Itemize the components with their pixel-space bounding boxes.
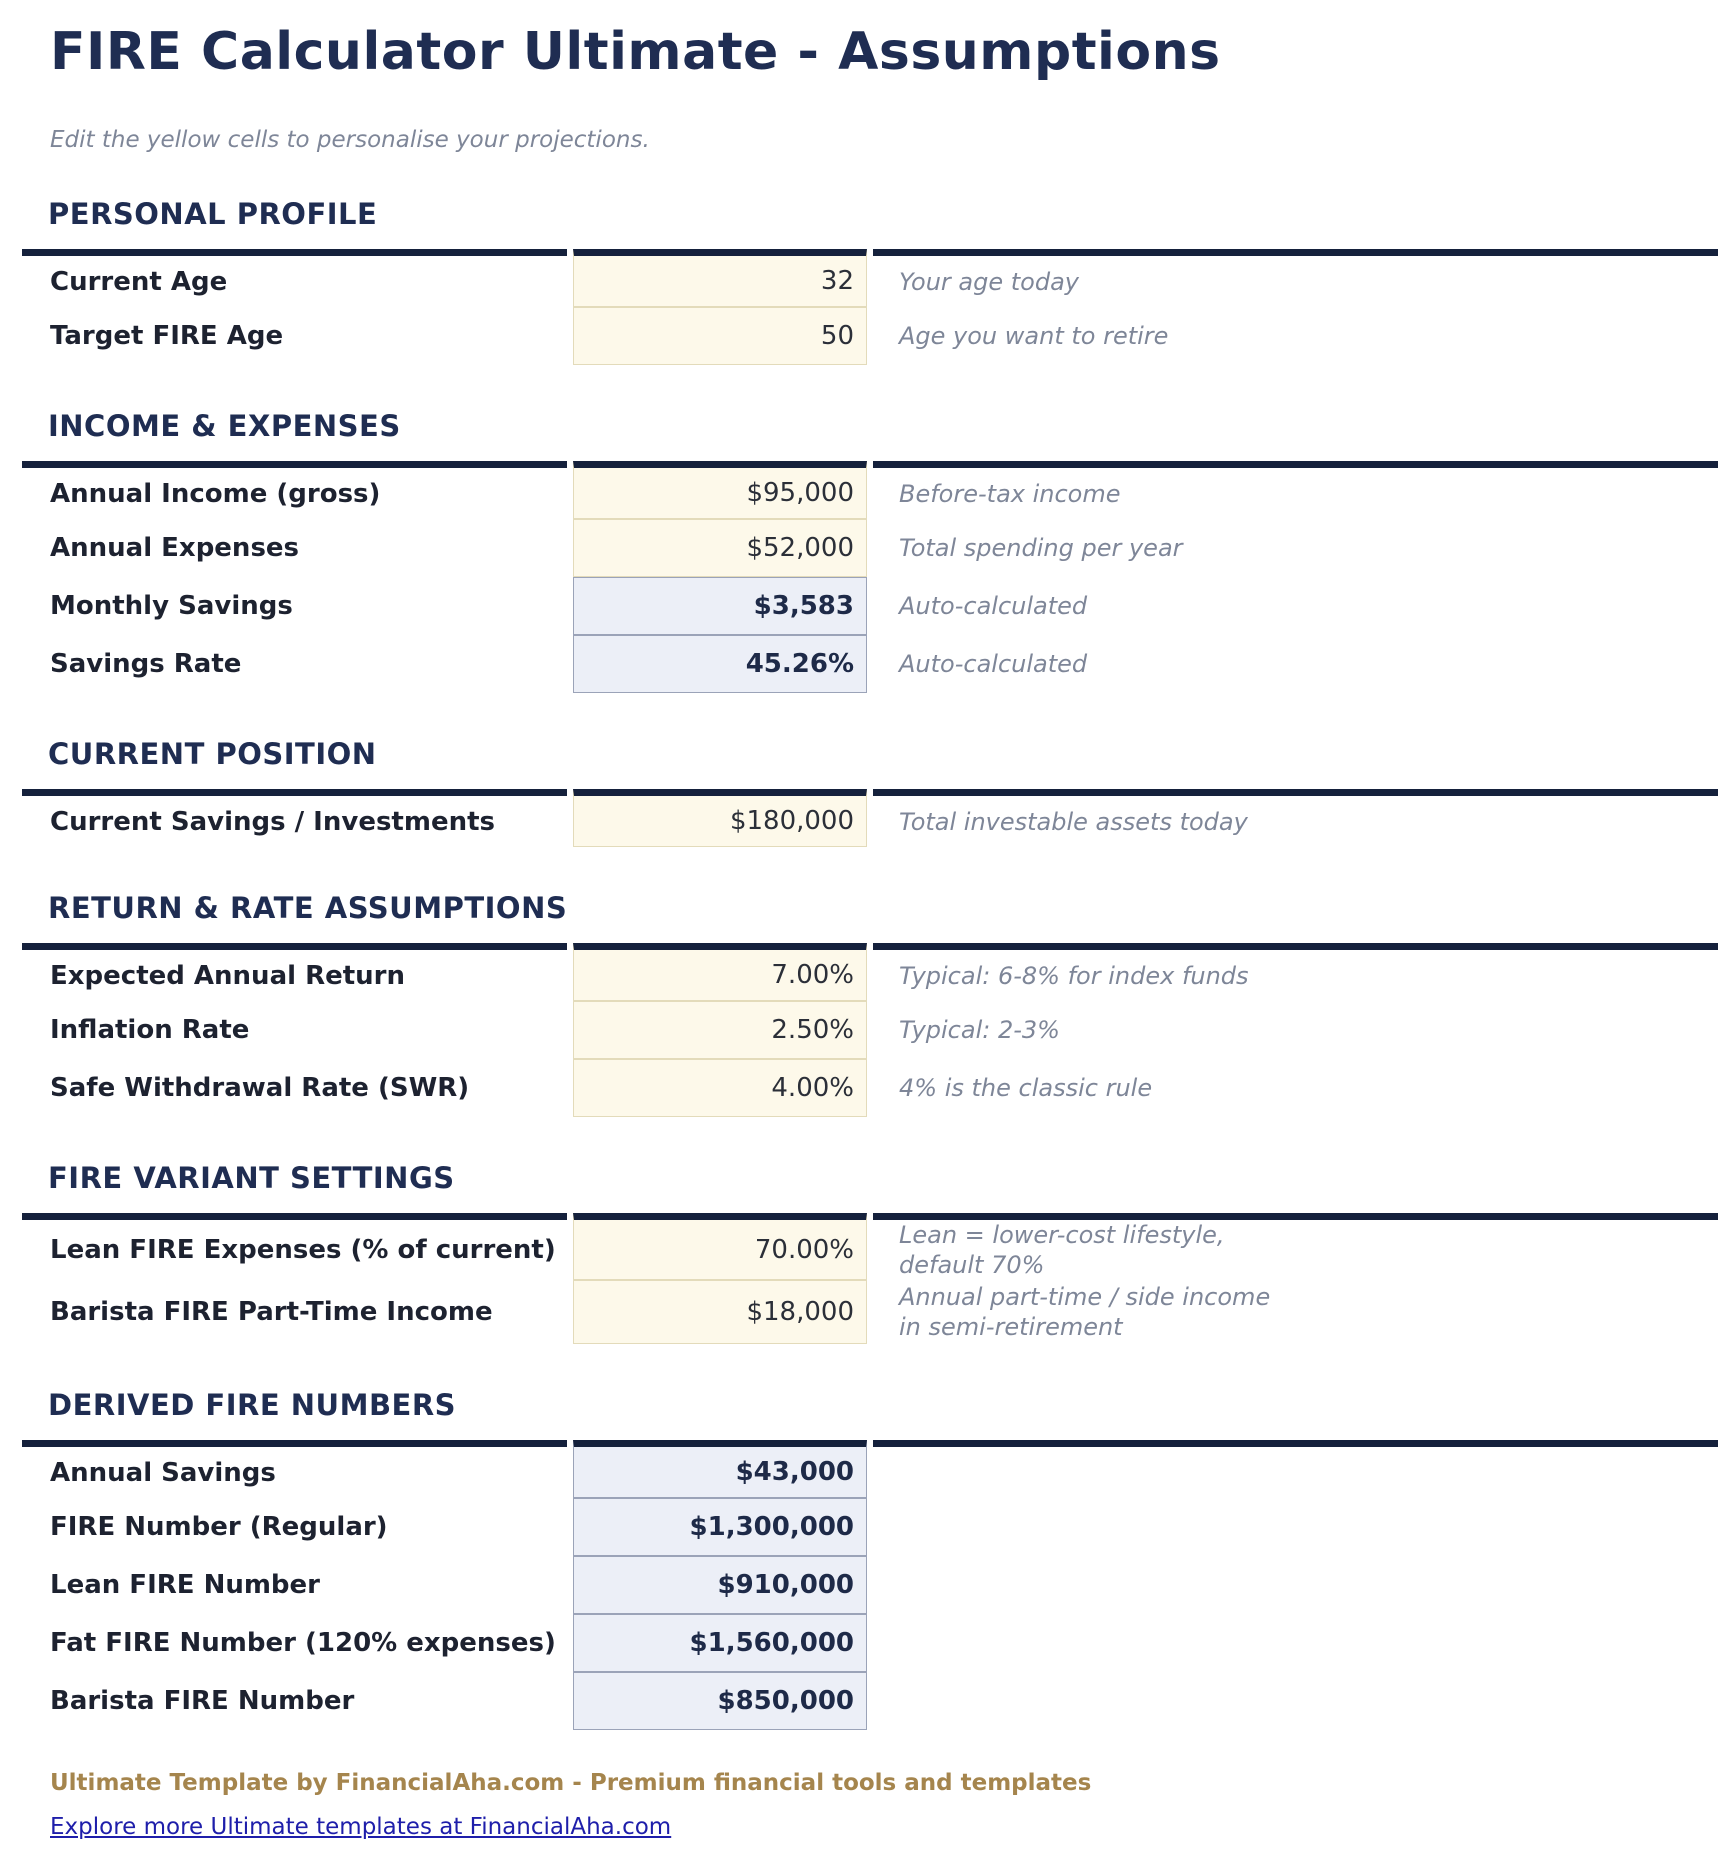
row-label: Inflation Rate (50, 1015, 250, 1046)
row-note: 4% is the classic rule (899, 1074, 1153, 1103)
footer-note: Ultimate Template by FinancialAha.com - … (50, 1770, 1092, 1797)
expected-annual-return-input[interactable]: 7.00% (573, 943, 867, 1002)
section-personal-profile: PERSONAL PROFILE Current Age 32 Your age… (0, 197, 1730, 366)
row-label: Barista FIRE Number (50, 1686, 355, 1717)
row-note (873, 1556, 1718, 1614)
page-subtitle: Edit the yellow cells to personalise you… (50, 127, 650, 154)
row-label: Fat FIRE Number (120% expenses) (50, 1628, 556, 1659)
row-note: Total investable assets today (873, 789, 1718, 847)
row-label: Monthly Savings (50, 591, 293, 622)
current-age-input[interactable]: 32 (573, 249, 867, 308)
section-fire-variant-settings: FIRE VARIANT SETTINGS Lean FIRE Expenses… (0, 1161, 1730, 1345)
page-title: FIRE Calculator Ultimate - Assumptions (50, 22, 1221, 82)
safe-withdrawal-rate-input[interactable]: 4.00% (573, 1059, 867, 1118)
row-note: Typical: 6-8% for index funds (873, 943, 1718, 1001)
row-label: Target FIRE Age (50, 321, 284, 352)
row-label: Barista FIRE Part-Time Income (50, 1297, 493, 1328)
row-note (873, 1672, 1718, 1730)
section-heading: DERIVED FIRE NUMBERS (48, 1388, 457, 1423)
lean-fire-number-value: $910,000 (573, 1556, 867, 1615)
row-label: Annual Savings (22, 1440, 567, 1498)
inflation-rate-input[interactable]: 2.50% (573, 1001, 867, 1060)
annual-income-input[interactable]: $95,000 (573, 461, 867, 520)
current-savings-input[interactable]: $180,000 (573, 789, 867, 848)
section-table: Lean FIRE Expenses (% of current) 70.00%… (22, 1213, 1718, 1345)
footer-link[interactable]: Explore more Ultimate templates at Finan… (50, 1814, 672, 1841)
row-note: Lean = lower-cost lifestyle, default 70% (873, 1213, 1718, 1280)
target-fire-age-input[interactable]: 50 (573, 307, 867, 366)
row-label: Lean FIRE Number (50, 1570, 321, 1601)
row-note: Auto-calculated (899, 592, 1088, 621)
row-note: Total spending per year (899, 534, 1183, 563)
section-heading: INCOME & EXPENSES (48, 409, 401, 444)
section-table: Annual Income (gross) $95,000 Before-tax… (22, 461, 1718, 694)
row-note: Typical: 2-3% (899, 1016, 1060, 1045)
row-label: Savings Rate (50, 649, 242, 680)
row-label: Current Savings / Investments (22, 789, 567, 847)
row-note: Age you want to retire (899, 322, 1169, 351)
row-label: Expected Annual Return (22, 943, 567, 1001)
section-heading: PERSONAL PROFILE (48, 197, 378, 232)
section-current-position: CURRENT POSITION Current Savings / Inves… (0, 737, 1730, 848)
savings-rate-value: 45.26% (573, 635, 867, 694)
row-note: Annual part-time / side income in semi-r… (899, 1283, 1271, 1342)
row-label: Annual Income (gross) (22, 461, 567, 519)
section-heading: RETURN & RATE ASSUMPTIONS (48, 891, 568, 926)
fat-fire-number-value: $1,560,000 (573, 1614, 867, 1673)
row-note (873, 1498, 1718, 1556)
barista-fire-number-value: $850,000 (573, 1672, 867, 1731)
barista-fire-income-input[interactable]: $18,000 (573, 1280, 867, 1345)
row-note: Auto-calculated (899, 650, 1088, 679)
section-return-rate-assumptions: RETURN & RATE ASSUMPTIONS Expected Annua… (0, 891, 1730, 1118)
section-derived-fire-numbers: DERIVED FIRE NUMBERS Annual Savings $43,… (0, 1388, 1730, 1731)
row-label: Annual Expenses (50, 533, 300, 564)
section-income-expenses: INCOME & EXPENSES Annual Income (gross) … (0, 409, 1730, 694)
row-note: Your age today (873, 249, 1718, 307)
row-label: Current Age (22, 249, 567, 307)
row-label: Safe Withdrawal Rate (SWR) (50, 1073, 470, 1104)
row-label: FIRE Number (Regular) (50, 1512, 388, 1543)
annual-savings-value: $43,000 (573, 1440, 867, 1499)
section-table: Current Age 32 Your age today Target FIR… (22, 249, 1718, 366)
section-table: Annual Savings $43,000 FIRE Number (Regu… (22, 1440, 1718, 1731)
fire-number-regular-value: $1,300,000 (573, 1498, 867, 1557)
row-note: Before-tax income (873, 461, 1718, 519)
section-heading: FIRE VARIANT SETTINGS (48, 1161, 455, 1196)
lean-fire-expenses-input[interactable]: 70.00% (573, 1213, 867, 1281)
row-note (873, 1614, 1718, 1672)
monthly-savings-value: $3,583 (573, 577, 867, 636)
section-heading: CURRENT POSITION (48, 737, 377, 772)
section-table: Current Savings / Investments $180,000 T… (22, 789, 1718, 848)
row-label: Lean FIRE Expenses (% of current) (22, 1213, 567, 1280)
section-table: Expected Annual Return 7.00% Typical: 6-… (22, 943, 1718, 1118)
row-note (873, 1440, 1718, 1498)
annual-expenses-input[interactable]: $52,000 (573, 519, 867, 578)
